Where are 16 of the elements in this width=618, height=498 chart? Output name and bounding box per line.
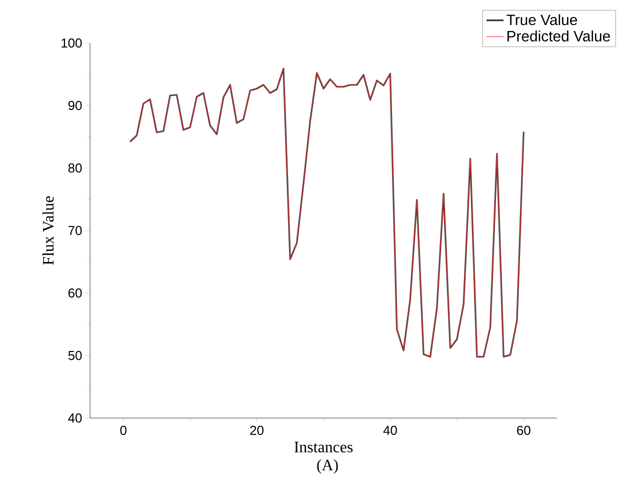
x-tick-label: 60 (517, 426, 530, 435)
y-tick-label: 50 (68, 350, 82, 360)
legend-label: True Value (506, 14, 578, 26)
y-tick-label: 60 (68, 288, 82, 298)
y-tick-label: 80 (68, 163, 82, 173)
y-axis-title: Flux Value (42, 196, 54, 265)
y-tick-label: 40 (68, 413, 82, 423)
x-tick-label: 40 (383, 426, 397, 435)
x-tick-label: 20 (250, 426, 264, 435)
y-tick-label: 90 (68, 100, 82, 110)
x-tick-label: 0 (120, 426, 126, 435)
y-tick-label: 70 (68, 226, 82, 236)
y-tick-label: 100 (62, 38, 82, 48)
x-axis-title: Instances (294, 442, 353, 452)
text: (A) (317, 459, 338, 474)
legend-label: Predicted Value (507, 30, 610, 42)
